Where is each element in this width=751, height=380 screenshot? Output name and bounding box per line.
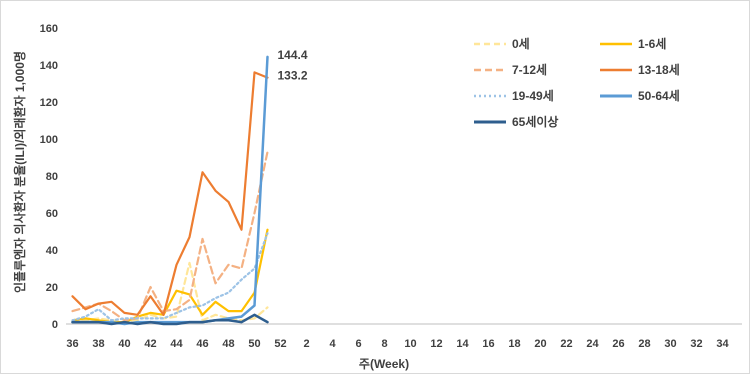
x-tick-label: 8	[381, 338, 387, 350]
series-layer	[71, 55, 269, 326]
x-tick-label: 26	[612, 338, 624, 350]
y-tick-label: 60	[46, 208, 58, 220]
x-tick-label: 34	[716, 338, 729, 350]
x-tick-label: 4	[329, 338, 336, 350]
series-line	[71, 261, 269, 324]
x-tick-label: 30	[664, 338, 676, 350]
x-tick-label: 38	[92, 338, 104, 350]
legend-label: 19-49세	[512, 88, 554, 103]
x-tick-label: 48	[222, 338, 234, 350]
legend-label: 0세	[512, 36, 530, 51]
legend-label: 50-64세	[638, 88, 680, 103]
series-line	[71, 313, 269, 326]
legend-label: 65세이상	[512, 114, 558, 129]
x-tick-label: 18	[508, 338, 520, 350]
annotation-layer: 144.4 133.2	[278, 48, 308, 83]
x-axis-title: 주(Week)	[359, 357, 409, 371]
y-tick-label: 40	[46, 245, 58, 257]
legend-label: 1-6세	[638, 36, 666, 51]
y-tick-label: 160	[40, 23, 58, 35]
x-tick-label: 50	[248, 338, 260, 350]
x-tick-label: 6	[355, 338, 361, 350]
x-tick-label: 28	[638, 338, 650, 350]
data-label: 133.2	[278, 69, 308, 83]
y-tick-label: 80	[46, 171, 58, 183]
x-tick-label: 24	[586, 338, 599, 350]
x-tick-label: 36	[66, 338, 78, 350]
y-tick-label: 120	[40, 97, 58, 109]
x-tick-label: 22	[560, 338, 572, 350]
x-tick-label: 2	[303, 338, 309, 350]
x-tick-label: 46	[196, 338, 208, 350]
x-tick-label: 40	[118, 338, 130, 350]
legend: 0세 1-6세 7-12세 13-18세 19-49세 50-64세 65세이상	[474, 36, 680, 129]
x-axis-ticks: 36 38 40 42 44 46 48 50 52 2 4 6 8 10 12 14 16 18 20 22 24 26…	[66, 338, 729, 350]
y-axis-title: 인플루엔자 의사환자 분율(ILI)/외래환자 1,000명	[12, 51, 27, 293]
x-tick-label: 20	[534, 338, 546, 350]
x-tick-label: 12	[430, 338, 442, 350]
x-tick-label: 14	[456, 338, 469, 350]
y-axis-ticks: 0 20 40 60 80 100 120 140 160	[40, 23, 58, 331]
series-line	[71, 71, 269, 316]
y-tick-label: 20	[46, 282, 58, 294]
legend-label: 13-18세	[638, 62, 680, 77]
x-tick-label: 10	[404, 338, 416, 350]
series-line	[71, 150, 269, 322]
x-tick-label: 52	[274, 338, 286, 350]
y-tick-label: 0	[52, 319, 58, 331]
x-tick-label: 32	[690, 338, 702, 350]
x-tick-label: 42	[144, 338, 156, 350]
x-tick-label: 16	[482, 338, 494, 350]
series-line	[71, 232, 269, 322]
data-label: 144.4	[278, 48, 308, 62]
x-tick-label: 44	[170, 338, 183, 350]
legend-label: 7-12세	[512, 62, 547, 77]
y-tick-label: 140	[40, 60, 58, 72]
y-tick-label: 100	[40, 134, 58, 146]
